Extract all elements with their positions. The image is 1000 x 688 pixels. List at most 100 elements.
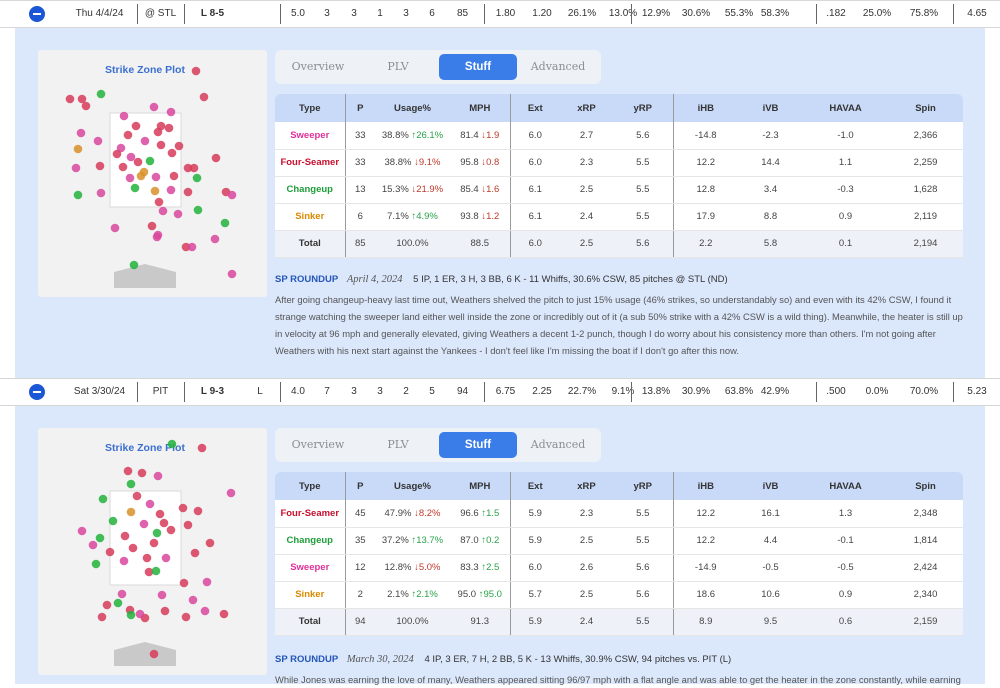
pitch-point: [140, 136, 150, 146]
pitch-point: [151, 172, 161, 182]
total-xrp: 2.5: [560, 230, 613, 258]
stat-csw: 30.6%: [681, 8, 711, 19]
stat-h: 3: [324, 8, 330, 19]
pitch-point: [112, 149, 122, 159]
pitch-point: [105, 547, 115, 557]
usage-delta: ↑26.1%: [411, 129, 444, 141]
pitch-point: [167, 148, 177, 158]
table-header-row: Type P Usage% MPH Ext xRP yRP iHB iVB HA…: [275, 94, 963, 122]
pitch-point: [91, 559, 101, 569]
game-row[interactable]: Sat 3/30/24 PIT L 9-3 L 4.0 7 3 3 2 5 94…: [0, 378, 1000, 406]
tab-stuff[interactable]: Stuff: [439, 432, 517, 458]
pitch-point: [193, 506, 203, 516]
cell-yrp: 5.6: [613, 122, 673, 150]
game-opponent: @ STL: [144, 8, 177, 19]
usage-delta: ↓21.9%: [411, 184, 444, 195]
cell-ext: 6.1: [509, 176, 560, 204]
cell-ext: 6.1: [509, 203, 560, 231]
stat-pitches: 85: [456, 8, 469, 19]
stat-k: 3: [403, 8, 409, 19]
cell-spin: 1,814: [888, 527, 963, 555]
table-row: Sinker 6 7.1% ↑4.9% 93.8 ↓1.2 6.1 2.4 5.5 17.9 8…: [275, 203, 963, 231]
cell-usage: 38.8% ↓9.1%: [375, 149, 450, 177]
usage-delta: ↑2.1%: [411, 589, 438, 600]
pitch-point: [227, 269, 237, 279]
strike-zone-plot: [65, 66, 237, 288]
pitch-point: [73, 144, 83, 154]
game-result: L 8-5: [200, 8, 225, 19]
cell-ihb: -14.9: [672, 554, 738, 582]
stat-swstr: 13.8%: [641, 386, 671, 397]
stat-whip: 1.20: [532, 8, 552, 19]
tab-plv[interactable]: PLV: [387, 60, 409, 73]
stat-zone: 58.3%: [760, 8, 790, 19]
pitch-point: [120, 531, 130, 541]
tab-plv[interactable]: PLV: [387, 438, 409, 451]
pitch-type: Four-Seamer: [275, 500, 345, 528]
pitch-point: [65, 94, 75, 104]
total-xrp: 2.4: [560, 608, 613, 636]
pitch-point: [126, 610, 136, 620]
pitch-point: [118, 162, 128, 172]
pitch-point: [96, 89, 106, 99]
table-row: Four-Seamer 33 38.8% ↓9.1% 95.8 ↓0.8 6.0 2.3 5…: [275, 149, 963, 177]
stat-hr-fb: 0.0%: [865, 386, 889, 397]
pitch-point: [95, 533, 105, 543]
cell-ivb: -0.5: [738, 554, 803, 582]
pitch-point: [202, 577, 212, 587]
pitch-point: [205, 538, 215, 548]
pitch-point: [219, 609, 229, 619]
cell-p: 2: [344, 581, 375, 609]
cell-ivb: 3.4: [738, 176, 803, 204]
collapse-toggle-icon[interactable]: [29, 384, 45, 400]
pitch-point: [173, 209, 183, 219]
table-row: Sweeper 12 12.8% ↓5.0% 83.3 ↑2.5 6.0 2.6 5.6 -1…: [275, 554, 963, 582]
game-date: Thu 4/4/24: [75, 8, 124, 19]
table-row-total: Total 94 100.0% 91.3 5.9 2.4 5.5 8.9 9.5 0.6 2,159: [275, 608, 963, 636]
pitch-type: Sweeper: [275, 554, 345, 582]
pitch-point: [77, 94, 87, 104]
tab-overview[interactable]: Overview: [291, 60, 345, 73]
tab-advanced[interactable]: Advanced: [530, 438, 586, 451]
stat-csw: 30.9%: [681, 386, 711, 397]
pitch-point: [156, 140, 166, 150]
cell-havaa: 0.9: [803, 581, 888, 609]
pitch-type: Sweeper: [275, 122, 345, 150]
pitch-point: [110, 223, 120, 233]
stat-whiffs: 5: [429, 386, 435, 397]
total-mph: 91.3: [450, 608, 510, 636]
roundup-tag: SP ROUNDUP: [275, 654, 339, 665]
cell-mph: 85.4 ↓1.6: [450, 176, 510, 204]
collapse-toggle-icon[interactable]: [29, 6, 45, 22]
pitch-point: [145, 499, 155, 509]
tab-stuff[interactable]: Stuff: [439, 54, 517, 80]
col-ivb: iVB: [738, 472, 803, 500]
cell-ext: 6.0: [509, 554, 560, 582]
stat-er: 3: [351, 8, 357, 19]
pitch-point: [102, 600, 112, 610]
pitch-point: [131, 121, 141, 131]
pitch-point: [126, 479, 136, 489]
table-row-total: Total 85 100.0% 88.5 6.0 2.5 5.6 2.2 5.8 0.1 2,194: [275, 230, 963, 258]
total-spin: 2,159: [888, 608, 963, 636]
cell-usage: 2.1% ↑2.1%: [375, 581, 450, 609]
tab-advanced[interactable]: Advanced: [530, 60, 586, 73]
pitch-point: [139, 519, 149, 529]
pitch-point: [73, 190, 83, 200]
pitch-point: [144, 567, 154, 577]
cell-xrp: 2.5: [560, 176, 613, 204]
total-usage: 100.0%: [375, 230, 450, 258]
pitch-point: [97, 612, 107, 622]
pitch-point: [167, 439, 177, 449]
pitch-point: [187, 242, 197, 252]
cell-p: 13: [344, 176, 375, 204]
pitch-point: [96, 188, 106, 198]
game-row[interactable]: Thu 4/4/24 @ STL L 8-5 5.0 3 3 1 3 6 85 …: [0, 0, 1000, 28]
table-row: Sinker 2 2.1% ↑2.1% 95.0 ↑95.0 5.7 2.5 5.6 18.6…: [275, 581, 963, 609]
col-havaa: HAVAA: [803, 94, 888, 122]
pitch-point: [157, 590, 167, 600]
tab-overview[interactable]: Overview: [291, 438, 345, 451]
pitch-point: [188, 595, 198, 605]
cell-spin: 2,340: [888, 581, 963, 609]
pitch-type: Changeup: [275, 176, 345, 204]
